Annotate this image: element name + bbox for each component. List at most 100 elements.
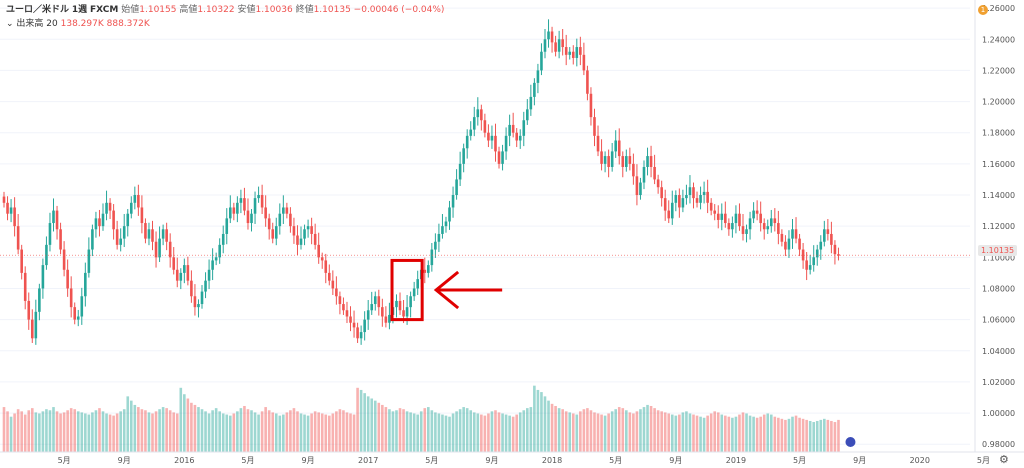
volume-bar xyxy=(161,407,165,452)
candle-body xyxy=(589,93,593,118)
candle-body xyxy=(299,238,303,245)
candle-body xyxy=(285,207,289,214)
symbol-name[interactable]: ユーロ／米ドル xyxy=(6,5,70,15)
candle-body xyxy=(115,229,119,245)
candle-body xyxy=(320,257,324,261)
y-tick-label: 1.06000 xyxy=(982,316,1015,325)
candle-body xyxy=(762,223,766,230)
x-tick-label: 5月 xyxy=(793,456,806,465)
candle-body xyxy=(366,310,370,320)
volume-bar xyxy=(529,407,533,452)
candle-body xyxy=(564,47,568,55)
candle-body xyxy=(614,140,618,152)
symbol-legend-row[interactable]: ユーロ／米ドル 1週 FXCM 始値1.10155 高値1.10322 安値1.… xyxy=(6,3,444,17)
volume-bar xyxy=(554,405,557,452)
volume-bar xyxy=(282,414,285,452)
candle-body xyxy=(398,300,402,311)
volume-bar xyxy=(112,415,115,452)
candle-body xyxy=(310,226,313,234)
volume-bar xyxy=(526,408,529,452)
candle-body xyxy=(324,260,328,273)
volume-bar xyxy=(649,405,653,452)
volume-bar xyxy=(508,415,511,452)
volume-bar xyxy=(476,413,480,452)
gear-icon[interactable]: ⚙ xyxy=(999,453,1009,466)
volume-bar xyxy=(823,418,826,452)
volume-bar xyxy=(540,392,543,452)
volume-bar xyxy=(830,420,833,452)
candle-body xyxy=(200,291,204,305)
volume-bar xyxy=(306,415,310,452)
volume-bar xyxy=(338,409,342,452)
candle-body xyxy=(639,182,642,196)
highlight-box xyxy=(390,258,424,322)
volume-bar xyxy=(133,404,137,452)
candle-body xyxy=(423,269,427,273)
candle-body xyxy=(465,135,469,149)
volume-bar xyxy=(345,412,349,452)
volume-bar xyxy=(2,407,6,452)
volume-bar xyxy=(331,413,335,452)
collapse-icon[interactable]: ⌄ xyxy=(6,19,14,29)
candle-body xyxy=(416,279,419,289)
volume-bar xyxy=(363,393,366,452)
volume-bar xyxy=(179,387,183,452)
candle-body xyxy=(480,109,483,121)
candle-body xyxy=(695,198,699,203)
candle-body xyxy=(621,156,625,167)
x-tick-label: 2019 xyxy=(726,456,746,465)
volume-bar xyxy=(819,419,823,452)
candle-body xyxy=(313,233,317,245)
candle-body xyxy=(787,238,791,250)
candle-body xyxy=(239,198,243,203)
candle-body xyxy=(476,109,480,118)
volume-legend-row[interactable]: ⌄ 出来高 20 138.297K 888.372K xyxy=(6,17,444,31)
volume-bar xyxy=(646,404,649,452)
candle-body xyxy=(692,187,695,199)
volume-bar xyxy=(702,417,706,452)
x-tick-label: 5月 xyxy=(977,456,990,465)
candle-body xyxy=(395,300,398,308)
volume-bar xyxy=(497,412,501,452)
candle-body xyxy=(734,213,738,224)
alert-badge-icon[interactable]: 1 xyxy=(978,5,988,15)
volume-bar xyxy=(342,410,345,452)
volume-bar xyxy=(731,417,734,452)
volume-bar xyxy=(34,412,38,452)
volume-bar xyxy=(214,408,218,452)
candle-body xyxy=(331,280,335,289)
candle-body xyxy=(784,241,787,250)
volume-bar xyxy=(469,410,473,452)
volume-bar xyxy=(140,409,144,452)
volume-bar xyxy=(129,400,133,452)
volume-bar xyxy=(734,416,738,452)
volume-bar xyxy=(172,412,176,452)
volume-bar xyxy=(395,410,398,452)
volume-bar xyxy=(600,414,603,452)
candle-body xyxy=(469,129,473,136)
volume-bar xyxy=(405,411,409,452)
candle-body xyxy=(352,322,356,328)
last-price-tag: 1.10135 xyxy=(978,245,1018,256)
x-tick-label: 2020 xyxy=(910,456,930,465)
x-tick-label: 9月 xyxy=(302,456,315,465)
candle-body xyxy=(168,241,172,258)
volume-bar xyxy=(218,411,221,452)
volume-bar xyxy=(115,413,119,452)
candle-body xyxy=(819,241,823,250)
candle-body xyxy=(780,233,784,242)
candle-body xyxy=(731,223,734,230)
volume-bar xyxy=(175,413,179,452)
volume-bar xyxy=(45,409,48,452)
volume-bar xyxy=(660,411,663,452)
interval-label[interactable]: 1週 xyxy=(71,5,88,15)
volume-bar xyxy=(137,407,140,452)
volume-bar xyxy=(147,412,151,452)
volume-bar xyxy=(183,394,186,452)
candle-body xyxy=(370,304,374,311)
candle-body xyxy=(6,202,9,214)
volume-bar xyxy=(727,416,731,452)
volume-bar xyxy=(225,414,229,452)
candle-body xyxy=(518,135,522,141)
